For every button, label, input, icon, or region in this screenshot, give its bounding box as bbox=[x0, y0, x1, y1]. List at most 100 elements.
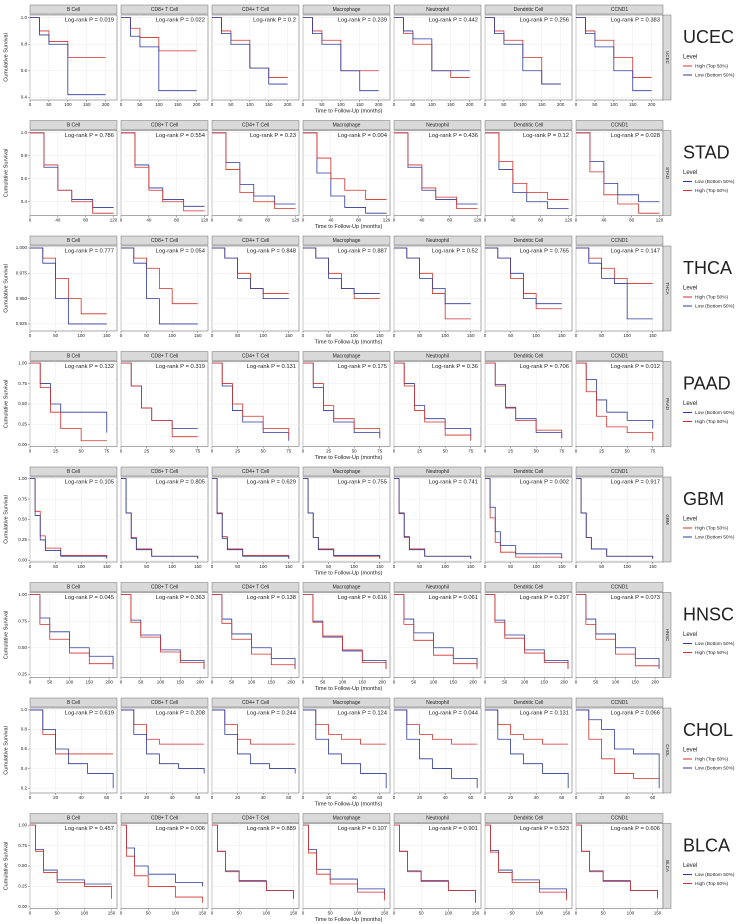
row-strip-label: HNSC bbox=[665, 629, 670, 643]
legend-label: High (Top 50%) bbox=[695, 525, 728, 531]
plot-area bbox=[29, 707, 118, 794]
x-tick-label: 100 bbox=[77, 564, 85, 569]
y-tick-label: 0.75 bbox=[18, 381, 27, 386]
panel-title: Dendritic Cell bbox=[514, 816, 544, 822]
plot-area bbox=[393, 707, 482, 794]
y-tick-label: 0.4 bbox=[21, 199, 28, 204]
p-value-label: Log-rank P = 0.022 bbox=[156, 18, 205, 24]
panel-title: CD4+ T Cell bbox=[242, 123, 269, 129]
strip bbox=[484, 466, 573, 477]
strip bbox=[29, 466, 118, 477]
y-tick-label: 0.50 bbox=[18, 645, 27, 650]
x-tick-label: 40 bbox=[419, 218, 425, 223]
x-tick-label: 100 bbox=[66, 680, 74, 685]
x-tick-label: 150 bbox=[285, 333, 293, 338]
x-tick-label: 100 bbox=[168, 333, 176, 338]
row-strip bbox=[662, 245, 672, 332]
p-value-label: Log-rank P = 0.208 bbox=[156, 711, 205, 717]
x-tick-label: 0 bbox=[211, 449, 214, 454]
survival-curve bbox=[303, 247, 380, 294]
survival-curve bbox=[394, 594, 478, 669]
y-tick-label: 0.25 bbox=[18, 672, 27, 677]
x-tick-label: 50 bbox=[144, 333, 150, 338]
survival-curve bbox=[121, 824, 203, 903]
x-tick-label: 0 bbox=[120, 218, 123, 223]
survival-curve bbox=[212, 247, 289, 300]
survival-curve bbox=[212, 132, 296, 210]
survival-curve bbox=[30, 478, 108, 558]
y-tick-label: 0.50 bbox=[18, 863, 27, 868]
x-tick-label: 150 bbox=[265, 102, 273, 107]
p-value-label: Log-rank P = 0.706 bbox=[520, 364, 569, 370]
survival-curve bbox=[485, 17, 561, 85]
row-title: STAD bbox=[683, 142, 730, 162]
x-tick-label: 20 bbox=[417, 795, 423, 800]
x-tick-label: 40 bbox=[443, 795, 449, 800]
survival-curve bbox=[485, 478, 563, 558]
plot-area bbox=[302, 592, 391, 678]
y-tick-label: 0.25 bbox=[18, 537, 27, 542]
x-tick-label: 50 bbox=[228, 102, 234, 107]
strip bbox=[302, 466, 391, 477]
panel-title: CCND1 bbox=[611, 700, 628, 706]
x-tick-label: 0 bbox=[29, 911, 32, 916]
x-tick-label: 50 bbox=[534, 449, 540, 454]
x-tick-label: 120 bbox=[474, 218, 482, 223]
x-tick-label: 150 bbox=[290, 911, 298, 916]
plot-area bbox=[484, 245, 573, 332]
y-tick-label: 0.50 bbox=[18, 401, 27, 406]
legend-title: Level bbox=[683, 632, 697, 638]
p-value-label: Log-rank P = 0.765 bbox=[520, 249, 569, 255]
x-tick-label: 100 bbox=[354, 911, 362, 916]
legend-label: Low (Bottom 50%) bbox=[695, 872, 735, 878]
x-tick-label: 50 bbox=[599, 564, 605, 569]
p-value-label: Log-rank P = 0.054 bbox=[156, 249, 206, 255]
y-axis-label: Cumulative Survival bbox=[3, 33, 9, 82]
p-value-label: Log-rank P = 0.52 bbox=[432, 249, 478, 255]
row-strip bbox=[662, 14, 672, 101]
panel-title: CD4+ T Cell bbox=[242, 585, 269, 591]
p-value-label: Log-rank P = 0.457 bbox=[65, 826, 114, 832]
legend-title: Level bbox=[683, 517, 697, 523]
legend-label: Low (Bottom 50%) bbox=[695, 641, 735, 647]
x-tick-label: 150 bbox=[359, 680, 367, 685]
panel-title: CD8+ T Cell bbox=[151, 238, 178, 244]
survival-curve bbox=[121, 17, 197, 92]
y-tick-label: 1.0 bbox=[21, 130, 28, 135]
x-tick-label: 120 bbox=[656, 218, 664, 223]
x-tick-label: 50 bbox=[320, 680, 326, 685]
y-tick-label: 0.00 bbox=[18, 558, 27, 563]
x-tick-label: 25 bbox=[144, 449, 150, 454]
x-tick-label: 200 bbox=[378, 680, 386, 685]
strip bbox=[302, 4, 391, 15]
x-tick-label: 75 bbox=[195, 449, 201, 454]
strip bbox=[120, 466, 209, 477]
x-tick-label: 120 bbox=[201, 218, 209, 223]
plot-area bbox=[393, 14, 482, 101]
x-tick-label: 50 bbox=[235, 564, 241, 569]
p-value-label: Log-rank P = 0.901 bbox=[429, 826, 478, 832]
x-tick-label: 150 bbox=[285, 564, 293, 569]
x-tick-label: 100 bbox=[536, 911, 544, 916]
panel-title: CD4+ T Cell bbox=[242, 700, 269, 706]
p-value-label: Log-rank P = 0.805 bbox=[156, 480, 205, 486]
row-strip bbox=[662, 476, 672, 563]
x-tick-label: 150 bbox=[654, 911, 662, 916]
x-tick-label: 0 bbox=[302, 564, 305, 569]
x-tick-label: 0 bbox=[393, 333, 396, 338]
row-title: BLCA bbox=[683, 835, 730, 855]
x-axis-label: Time to Follow-Up (months) bbox=[315, 108, 383, 114]
x-tick-label: 100 bbox=[623, 333, 631, 338]
survival-curve bbox=[394, 362, 472, 441]
x-tick-label: 100 bbox=[155, 102, 163, 107]
x-tick-label: 50 bbox=[599, 333, 605, 338]
x-tick-label: 50 bbox=[319, 102, 325, 107]
x-tick-label: 0 bbox=[211, 218, 214, 223]
p-value-label: Log-rank P = 0.23 bbox=[250, 133, 296, 139]
p-value-label: Log-rank P = 0.006 bbox=[156, 826, 205, 832]
x-tick-label: 0 bbox=[484, 218, 487, 223]
y-tick-label: 1.00 bbox=[18, 360, 27, 365]
x-tick-label: 60 bbox=[468, 795, 474, 800]
x-tick-label: 150 bbox=[177, 680, 185, 685]
p-value-label: Log-rank P = 0.36 bbox=[432, 364, 478, 370]
